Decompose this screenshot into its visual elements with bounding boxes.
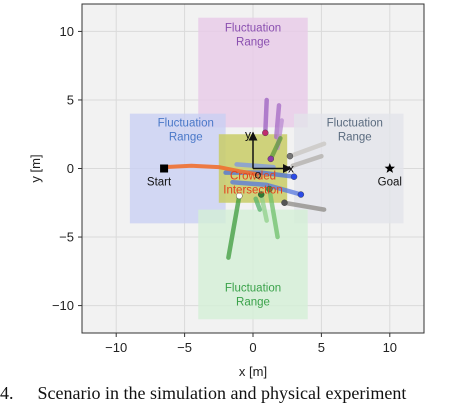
x-tick-label: −10 — [105, 340, 127, 355]
agent-marker-7 — [281, 199, 288, 206]
fluctuation-label-top: Fluctuation — [225, 23, 281, 35]
y-tick-label: 10 — [60, 24, 74, 39]
fluctuation-label-left: Fluctuation — [158, 118, 214, 130]
frame-x-label: x — [288, 162, 294, 176]
fluctuation-range-right — [294, 113, 404, 224]
axes: −10 −5 0 5 10 10 5 0 −5 −10 x [m] y [m] — [28, 3, 425, 379]
y-axis-label: y [m] — [28, 154, 43, 182]
fluctuation-range-top — [198, 17, 308, 128]
caption-text: Scenario in the simulation and physical … — [37, 383, 407, 403]
agent-marker-5 — [286, 152, 294, 160]
y-tick-label: 0 — [67, 161, 74, 176]
fluctuation-label-bottom: Fluctuation — [225, 282, 281, 294]
agent-path-12 — [267, 186, 280, 240]
fluctuation-label-right-line2: Range — [338, 132, 372, 144]
agent-path-2 — [274, 103, 282, 140]
robot-path — [162, 163, 258, 176]
frame-origin-label: o — [255, 168, 262, 182]
intersection-label-line2: Intersection — [223, 184, 282, 196]
frame-y-label: y — [245, 128, 251, 142]
agent-path-11 — [226, 193, 242, 260]
x-tick-label: 0 — [249, 340, 256, 355]
agent-path-5 — [287, 141, 327, 159]
agent-path-10 — [234, 162, 276, 170]
fluctuation-regions: Fluctuation Range Fluctuation Range Fluctuat… — [129, 17, 404, 320]
agent-path-4 — [268, 136, 283, 162]
x-tick-label: 5 — [318, 340, 325, 355]
agent-marker-12 — [266, 185, 273, 193]
agent-path-1 — [263, 97, 269, 136]
agent-marker-4 — [267, 155, 274, 163]
agent-marker-13 — [258, 191, 265, 198]
x-tick-label: 10 — [383, 340, 397, 355]
goal-star-icon — [384, 163, 395, 173]
x-tick-label: −5 — [177, 340, 192, 355]
agent-path-9 — [230, 179, 304, 197]
start-marker — [160, 164, 169, 173]
agent-path-6 — [290, 153, 324, 169]
agent-marker-9 — [297, 191, 305, 198]
agent-marker-11 — [236, 192, 243, 200]
intersection-label: Crowded — [230, 170, 276, 182]
fluctuation-label-top-line2: Range — [236, 37, 270, 49]
fluctuation-label-left-line2: Range — [169, 132, 203, 144]
y-tick-label: −5 — [59, 230, 74, 245]
figure-caption: 4. Scenario in the simulation and physica… — [0, 381, 472, 406]
agent-trajectories — [162, 97, 327, 260]
start-label: Start — [147, 177, 172, 189]
agent-path-13 — [258, 192, 269, 223]
fluctuation-range-bottom — [198, 209, 308, 320]
caption-number: 4. — [0, 383, 14, 403]
agent-marker-1 — [262, 129, 269, 137]
scenario-figure: Fluctuation Range Fluctuation Range Fluctuat… — [28, 3, 425, 379]
y-tick-label: 5 — [67, 92, 74, 107]
agent-path-7 — [282, 200, 327, 212]
goal-label: Goal — [378, 177, 402, 189]
fluctuation-label-right: Fluctuation — [327, 118, 383, 130]
x-axis-label: x [m] — [239, 364, 267, 379]
scene-labels: Crowded Intersection Start Goal — [147, 163, 402, 196]
agent-path-14 — [253, 196, 263, 212]
fluctuation-label-bottom-line2: Range — [236, 296, 270, 308]
robot-frame: y x o — [245, 128, 294, 182]
agent-marker-8 — [290, 173, 298, 180]
y-tick-label: −10 — [52, 298, 74, 313]
